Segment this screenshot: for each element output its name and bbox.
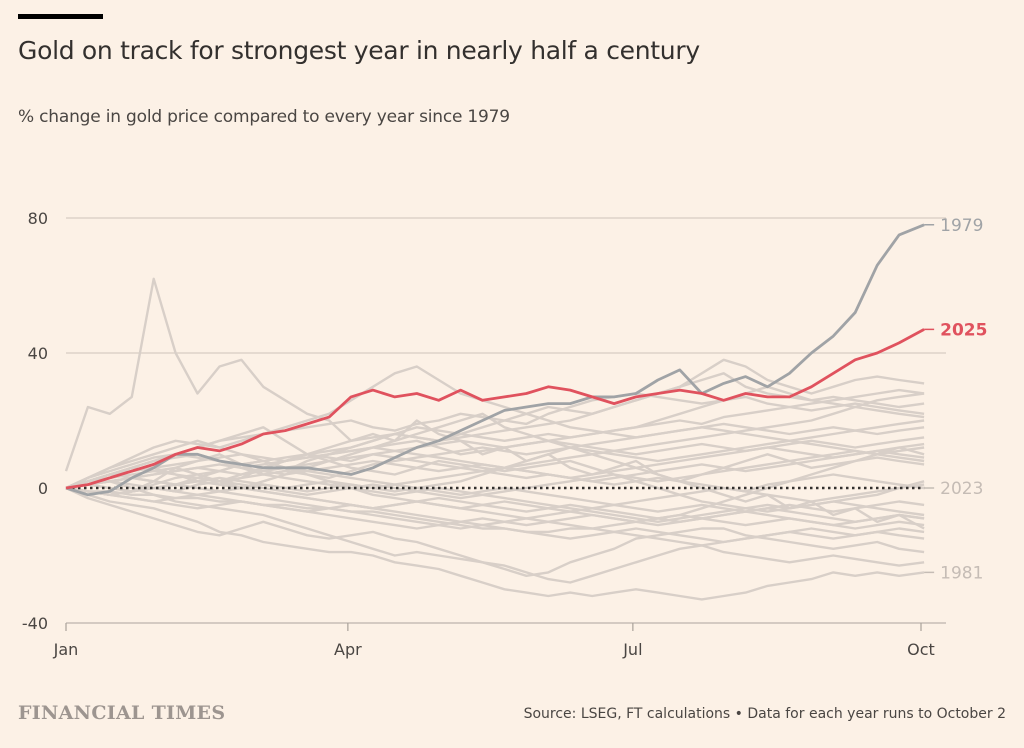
year-line-2012 <box>65 449 925 500</box>
x-tick-label: Oct <box>907 640 935 659</box>
year-line-2006 <box>65 365 925 490</box>
y-tick-label: 40 <box>28 344 48 363</box>
chart-subtitle: % change in gold price compared to every… <box>18 107 510 127</box>
year-line-2025 <box>65 328 925 490</box>
ft-logo-wordmark: FINANCIAL TIMES <box>18 702 226 724</box>
x-tick-label: Jan <box>53 640 79 659</box>
year-line-2017 <box>65 446 925 490</box>
end-label-1979: 1979 <box>940 216 983 236</box>
year-line-2011 <box>65 358 925 493</box>
x-tick-label: Jul <box>622 640 642 659</box>
year-line-1981 <box>65 486 925 601</box>
year-line-1993 <box>65 412 925 496</box>
y-tick-label: -40 <box>22 614 48 633</box>
highlight-year-lines <box>65 223 925 497</box>
year-line-1979 <box>65 223 925 497</box>
y-tick-label: 80 <box>28 209 48 228</box>
year-line-1997 <box>65 486 925 547</box>
source-note: Source: LSEG, FT calculations • Data for… <box>523 706 1006 722</box>
y-axis-tick-labels: 80 40 0 -40 <box>22 209 48 633</box>
year-line-1990 <box>65 473 925 530</box>
year-line-1982 <box>65 486 925 577</box>
y-tick-label: 0 <box>38 479 48 498</box>
year-line-2000 <box>65 466 925 523</box>
year-line-2002 <box>65 436 925 490</box>
chart-title: Gold on track for strongest year in near… <box>18 36 700 65</box>
year-line-2022 <box>65 459 925 527</box>
year-line-2016 <box>65 392 925 490</box>
gridlines <box>66 217 946 354</box>
year-line-1980 <box>64 277 925 530</box>
background-year-lines <box>64 277 925 601</box>
end-label-2025: 2025 <box>940 320 987 340</box>
year-line-1989 <box>65 486 925 530</box>
year-line-1999 <box>65 446 925 534</box>
end-label-2023: 2023 <box>940 479 983 499</box>
series-end-labels: 2025 1979 1981 2023 <box>924 216 987 583</box>
brand-accent-bar <box>18 14 103 19</box>
year-line-2024 <box>65 388 925 496</box>
x-tick-label: Apr <box>334 640 362 659</box>
x-axis: Jan Apr Jul Oct <box>53 622 946 659</box>
end-label-1981: 1981 <box>940 563 983 583</box>
